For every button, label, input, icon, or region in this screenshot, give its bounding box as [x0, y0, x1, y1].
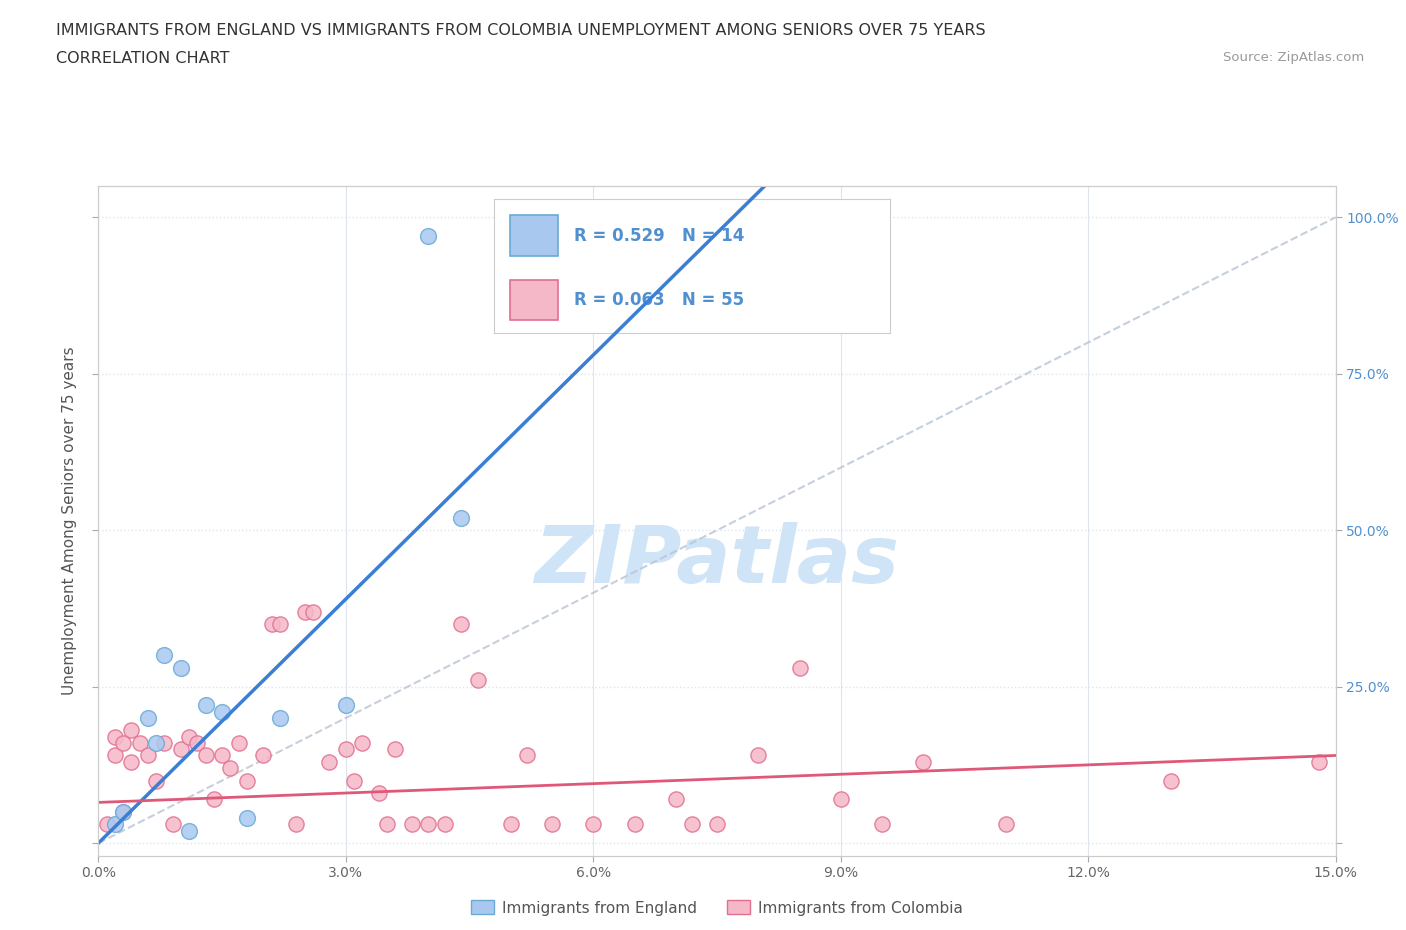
Point — [870, 817, 893, 831]
Text: IMMIGRANTS FROM ENGLAND VS IMMIGRANTS FROM COLOMBIA UNEMPLOYMENT AMONG SENIORS O: IMMIGRANTS FROM ENGLAND VS IMMIGRANTS FR… — [56, 23, 986, 38]
Point — [228, 736, 250, 751]
Point — [136, 748, 159, 763]
Point — [747, 748, 769, 763]
Point — [830, 791, 852, 806]
Point — [623, 817, 645, 831]
Point — [252, 748, 274, 763]
Point — [375, 817, 398, 831]
Point — [186, 736, 208, 751]
Point — [912, 754, 935, 769]
Point — [367, 786, 389, 801]
Point — [516, 748, 538, 763]
Point — [219, 761, 242, 776]
Point — [318, 754, 340, 769]
Y-axis label: Unemployment Among Seniors over 75 years: Unemployment Among Seniors over 75 years — [62, 347, 77, 695]
Point — [145, 736, 167, 751]
Point — [450, 617, 472, 631]
Text: ZIPatlas: ZIPatlas — [534, 522, 900, 600]
Point — [112, 804, 135, 819]
Point — [202, 791, 225, 806]
Point — [582, 817, 605, 831]
Point — [789, 660, 811, 675]
Point — [145, 773, 167, 788]
Text: CORRELATION CHART: CORRELATION CHART — [56, 51, 229, 66]
Point — [541, 817, 564, 831]
Point — [1308, 754, 1330, 769]
Point — [104, 729, 127, 744]
Point — [194, 698, 217, 713]
Point — [499, 817, 522, 831]
Point — [302, 604, 325, 619]
Point — [401, 817, 423, 831]
Point — [384, 742, 406, 757]
Point — [128, 736, 150, 751]
Point — [269, 617, 291, 631]
Point — [211, 704, 233, 719]
Point — [194, 748, 217, 763]
Point — [179, 823, 201, 838]
Point — [211, 748, 233, 763]
Point — [120, 754, 142, 769]
Point — [665, 791, 688, 806]
Point — [450, 511, 472, 525]
Point — [285, 817, 308, 831]
Point — [418, 817, 440, 831]
Point — [120, 723, 142, 737]
Point — [343, 773, 366, 788]
Point — [335, 698, 357, 713]
Point — [994, 817, 1017, 831]
Point — [418, 229, 440, 244]
Point — [236, 773, 259, 788]
Point — [104, 748, 127, 763]
Point — [136, 711, 159, 725]
Point — [153, 736, 176, 751]
Point — [433, 817, 456, 831]
Point — [1160, 773, 1182, 788]
Point — [706, 817, 728, 831]
Point — [260, 617, 283, 631]
Point — [352, 736, 374, 751]
Point — [170, 660, 193, 675]
Text: Source: ZipAtlas.com: Source: ZipAtlas.com — [1223, 51, 1364, 64]
Point — [112, 736, 135, 751]
Point — [170, 742, 193, 757]
Point — [96, 817, 118, 831]
Point — [467, 673, 489, 688]
Point — [236, 811, 259, 826]
Point — [294, 604, 316, 619]
Point — [162, 817, 184, 831]
Point — [104, 817, 127, 831]
Point — [112, 804, 135, 819]
Point — [335, 742, 357, 757]
Legend: Immigrants from England, Immigrants from Colombia: Immigrants from England, Immigrants from… — [465, 895, 969, 922]
Point — [153, 648, 176, 663]
Point — [269, 711, 291, 725]
Point — [179, 729, 201, 744]
Point — [681, 817, 703, 831]
